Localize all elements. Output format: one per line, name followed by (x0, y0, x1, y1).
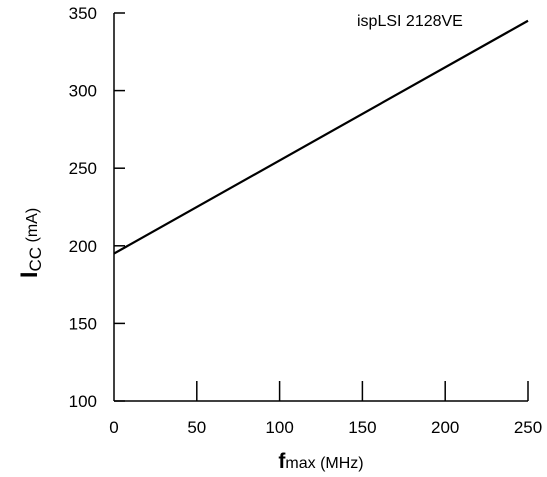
x-tick-label: 0 (109, 418, 118, 437)
x-axis-title-symbol: f (278, 450, 286, 473)
y-ticks: 100 150 200 250 300 350 (69, 4, 125, 411)
y-axis-title-unit: (mA) (24, 208, 41, 247)
x-tick-label: 200 (431, 418, 459, 437)
x-tick-label: 150 (348, 418, 376, 437)
y-axis-title-subscript: CC (26, 247, 45, 272)
x-axis-title: fmax (MHz) (278, 450, 363, 473)
icc-vs-fmax-line (113, 19, 529, 255)
x-tick-label: 250 (514, 418, 542, 437)
y-tick-label: 350 (69, 4, 97, 23)
y-tick-label: 150 (69, 314, 97, 333)
y-tick-label: 250 (69, 159, 97, 178)
x-ticks: 0 50 100 150 200 250 (109, 381, 542, 437)
x-tick-label: 100 (265, 418, 293, 437)
x-tick-label: 50 (187, 418, 206, 437)
x-axis-title-unit: (MHz) (316, 455, 364, 472)
y-tick-label: 200 (69, 237, 97, 256)
series-annotation: ispLSI 2128VE (357, 13, 463, 30)
y-axis-title: ICC (mA) (16, 208, 45, 278)
y-tick-label: 100 (69, 392, 97, 411)
axes (113, 13, 528, 402)
x-axis-title-main: max (285, 455, 315, 472)
y-tick-label: 300 (69, 82, 97, 101)
y-axis-title-symbol: I (16, 272, 43, 279)
